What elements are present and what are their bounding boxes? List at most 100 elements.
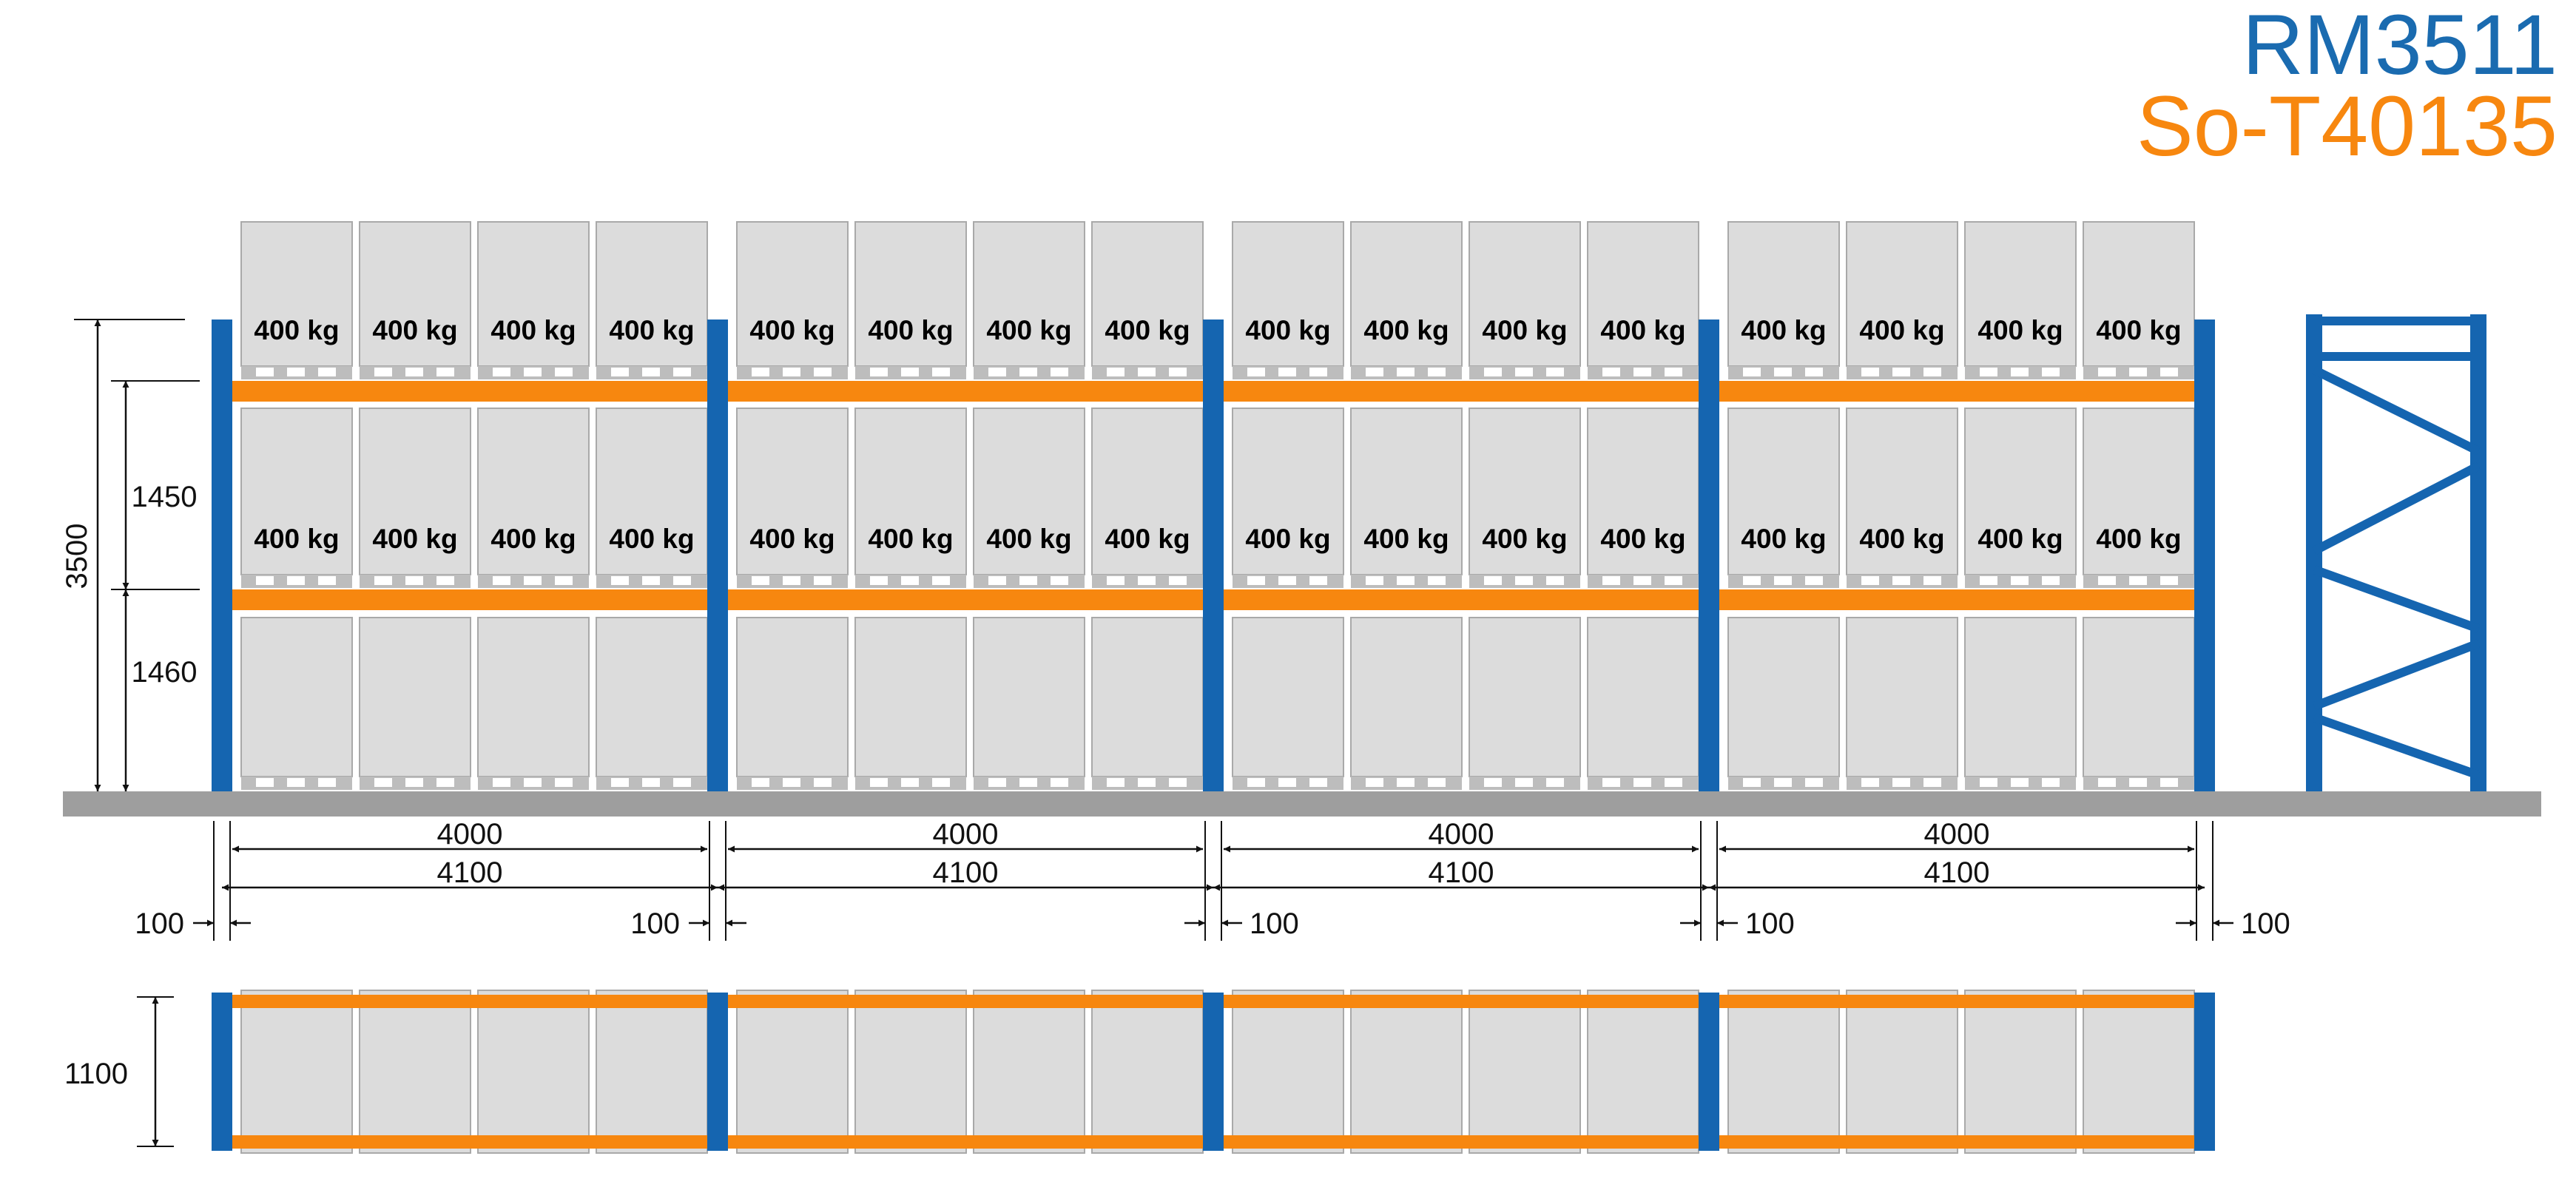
pallet-slot	[2160, 368, 2178, 376]
dim-level-lower-label: 1460	[132, 656, 198, 689]
pallet-slot	[1774, 778, 1792, 787]
pallet-slot	[901, 368, 919, 376]
pallet-slot	[318, 778, 336, 787]
pallet-ground	[240, 617, 353, 777]
pallet-slot	[814, 778, 832, 787]
upright	[1203, 320, 1224, 791]
plan-view	[212, 990, 2215, 1154]
pallet-level-1	[1727, 408, 1840, 575]
load-label: 400 kg	[1105, 315, 1190, 345]
pallet-slot	[2042, 778, 2060, 787]
pallet-slot	[932, 368, 950, 376]
load-label: 400 kg	[490, 524, 576, 554]
pallet-slot	[318, 576, 336, 585]
pallet-slot	[1515, 576, 1533, 585]
side-frame	[2306, 314, 2486, 791]
load-label: 400 kg	[2096, 315, 2181, 345]
beam-lower	[728, 589, 1203, 610]
pallet-slot	[1923, 778, 1941, 787]
pallet-slot	[1278, 576, 1296, 585]
load-label: 400 kg	[2096, 524, 2181, 554]
pallet-slot	[2042, 576, 2060, 585]
pallet-slot	[1980, 368, 1997, 376]
pallet-slot	[318, 368, 336, 376]
pallet-level-1	[1350, 408, 1463, 575]
load-label: 400 kg	[254, 524, 339, 554]
pallet-ground	[1469, 617, 1581, 777]
pallet-ground	[973, 617, 1085, 777]
load-label: 400 kg	[749, 524, 834, 554]
pallet-slot	[493, 778, 510, 787]
pallet-slot	[524, 576, 542, 585]
pallet-slot	[1743, 576, 1761, 585]
pallet-slot	[2098, 368, 2116, 376]
pallet-slot	[1169, 778, 1187, 787]
pallet-slot	[814, 576, 832, 585]
load-label: 400 kg	[1977, 315, 2063, 345]
pallet-slot	[1633, 576, 1651, 585]
code-title: So-T40135	[2137, 79, 2558, 174]
pallet-slot	[1665, 778, 1682, 787]
load-label: 400 kg	[749, 315, 834, 345]
pallet-slot	[405, 576, 423, 585]
plan-pallet	[1350, 990, 1463, 1154]
load-label: 400 kg	[1363, 315, 1449, 345]
pallet-slot	[988, 778, 1006, 787]
beam-lower	[1719, 589, 2194, 610]
pallet-level-1	[2083, 408, 2195, 575]
pallet-slot	[752, 576, 769, 585]
plan-upright	[707, 993, 728, 1151]
load-label: 400 kg	[254, 315, 339, 345]
pallet-slot	[436, 576, 454, 585]
pallet-slot	[783, 368, 800, 376]
pallet-slot	[752, 778, 769, 787]
pallet-level-2	[1469, 221, 1581, 367]
plan-beam-front	[232, 995, 707, 1008]
pallet-slot	[1397, 778, 1415, 787]
pallet-slot	[642, 368, 660, 376]
load-label: 400 kg	[609, 524, 694, 554]
pallet-slot	[374, 778, 392, 787]
model-title: RM3511	[2242, 0, 2558, 92]
pallet-slot	[870, 778, 888, 787]
pallet-ground	[359, 617, 471, 777]
load-label: 400 kg	[1105, 524, 1190, 554]
plan-pallet	[596, 990, 708, 1154]
pallet-slot	[405, 778, 423, 787]
pallet-slot	[1051, 576, 1068, 585]
pallet-slot	[555, 778, 573, 787]
pallet-ground	[1091, 617, 1204, 777]
pallet-slot	[1366, 778, 1383, 787]
dim-bay-pitch-label: 4100	[1924, 856, 1990, 889]
beam-lower	[232, 589, 707, 610]
upright	[2194, 320, 2215, 791]
dim-depth-label: 1100	[64, 1058, 128, 1090]
pallet-slot	[673, 368, 691, 376]
frame-post-left	[2306, 314, 2322, 791]
pallet-slot	[287, 778, 305, 787]
pallet-slot	[1665, 576, 1682, 585]
pallet-slot	[256, 576, 274, 585]
pallet-ground	[736, 617, 849, 777]
plan-pallet	[240, 990, 353, 1154]
load-label: 400 kg	[1977, 524, 2063, 554]
pallet-level-2	[1350, 221, 1463, 367]
plan-beam-rear	[232, 1135, 707, 1149]
pallet-slot	[256, 778, 274, 787]
load-label: 400 kg	[1741, 524, 1826, 554]
pallet-slot	[1892, 368, 1910, 376]
pallet-slot	[1397, 368, 1415, 376]
load-label: 400 kg	[1859, 315, 1944, 345]
pallet-level-1	[736, 408, 849, 575]
load-label: 400 kg	[986, 315, 1071, 345]
pallet-slot	[1247, 576, 1265, 585]
dim-gap-label: 100	[2241, 907, 2290, 940]
pallet-level-2	[1091, 221, 1204, 367]
plan-pallet	[973, 990, 1085, 1154]
plan-upright	[212, 993, 232, 1151]
pallet-slot	[1428, 576, 1446, 585]
dim-level-upper-label: 1450	[132, 481, 198, 513]
plan-pallet	[2083, 990, 2195, 1154]
load-label: 400 kg	[1741, 315, 1826, 345]
